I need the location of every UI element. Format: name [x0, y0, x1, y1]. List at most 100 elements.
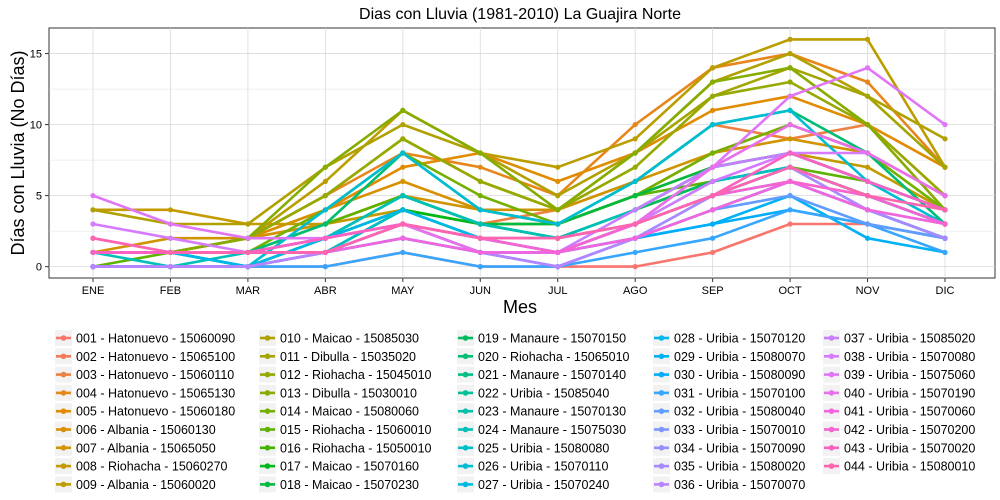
data-point [322, 207, 328, 213]
data-point [942, 207, 948, 213]
legend-item: 016 - Riohacha - 15050010 [259, 439, 432, 456]
legend-key-point [264, 481, 271, 488]
data-point [710, 193, 716, 199]
x-tick-label: ENE [82, 285, 105, 297]
legend-key-point [60, 335, 67, 341]
data-point [245, 235, 251, 241]
legend-label: 022 - Uribia - 15085040 [478, 386, 609, 400]
legend-item: 026 - Uribia - 15070110 [457, 458, 608, 475]
data-point [90, 207, 96, 213]
legend-label: 028 - Uribia - 15070120 [674, 332, 805, 346]
legend-item: 035 - Uribia - 15080020 [653, 458, 805, 475]
legend-item: 002 - Hatonuevo - 15065100 [55, 348, 235, 365]
legend-item: 039 - Uribia - 15075060 [823, 366, 975, 383]
data-point [555, 207, 561, 213]
data-point [710, 65, 716, 71]
legend-label: 009 - Albania - 15060020 [76, 478, 216, 492]
legend-label: 040 - Uribia - 15070190 [844, 386, 975, 400]
legend-item: 024 - Manaure - 15075030 [457, 421, 626, 438]
data-point [942, 121, 948, 128]
legend-label: 019 - Manaure - 15070150 [478, 332, 626, 346]
legend-item: 043 - Uribia - 15070020 [823, 439, 975, 456]
data-point [322, 221, 328, 227]
series-line [91, 52, 947, 226]
data-point [477, 235, 483, 241]
legend-item: 005 - Hatonuevo - 15060180 [55, 403, 235, 420]
legend-item: 013 - Dibulla - 15030010 [259, 384, 417, 401]
data-point [167, 207, 174, 213]
legend-key-point [60, 426, 67, 433]
x-tick-label: JUN [470, 285, 491, 297]
data-point [400, 136, 406, 142]
data-point [864, 93, 871, 99]
data-point [477, 164, 483, 170]
y-tick-label: 5 [36, 191, 42, 203]
legend-key-point [658, 463, 665, 469]
data-point [787, 136, 793, 142]
legend-label: 030 - Uribia - 15080090 [674, 368, 805, 382]
legend-key-point [658, 390, 665, 396]
data-point [632, 207, 638, 213]
data-point [864, 178, 871, 185]
legend-item: 029 - Uribia - 15080070 [653, 348, 805, 365]
x-axis-title: Mes [503, 297, 537, 317]
legend-label: 015 - Riohacha - 15060010 [280, 423, 432, 437]
legend-item: 003 - Hatonuevo - 15060110 [55, 366, 234, 383]
legend-label: 012 - Riohacha - 15045010 [280, 368, 432, 382]
data-point [787, 150, 793, 156]
data-point [477, 221, 483, 227]
data-point [400, 249, 406, 256]
legend-key-point [462, 445, 469, 451]
legend-key-point [658, 481, 665, 488]
legend-item: 021 - Manaure - 15070140 [457, 366, 626, 383]
x-tick-label: FEB [160, 285, 181, 297]
x-tick-label: SEP [702, 285, 724, 297]
data-point [632, 193, 638, 199]
legend-key-point [828, 335, 835, 341]
x-tick-label: NOV [856, 285, 881, 297]
legend-item: 042 - Uribia - 15070200 [823, 421, 975, 438]
legend-item: 018 - Maicao - 15070230 [259, 476, 419, 493]
legend-key-point [828, 371, 835, 378]
legend-label: 032 - Uribia - 15080040 [674, 405, 805, 419]
data-point [555, 264, 561, 270]
data-point [787, 121, 793, 128]
data-point [710, 121, 716, 128]
legend-label: 026 - Uribia - 15070110 [478, 460, 608, 474]
legend-key-point [264, 353, 271, 360]
data-point [787, 107, 793, 113]
x-tick-label: AGO [623, 285, 648, 297]
data-point [555, 235, 561, 241]
legend-label: 001 - Hatonuevo - 15060090 [76, 332, 235, 346]
legend-key-point [264, 445, 271, 451]
legend-item: 040 - Uribia - 15070190 [823, 384, 975, 401]
data-point [555, 249, 561, 256]
legend-item: 017 - Maicao - 15070160 [259, 458, 419, 475]
legend-key-point [462, 371, 469, 378]
legend-item: 044 - Uribia - 15080010 [823, 458, 975, 475]
data-point [632, 249, 638, 256]
data-point [710, 178, 716, 185]
data-point [400, 107, 406, 113]
legend-key-point [658, 371, 665, 378]
legend-key-point [60, 445, 67, 451]
data-point [400, 221, 406, 227]
series-10 [90, 50, 948, 227]
legend-label: 006 - Albania - 15060130 [76, 423, 216, 437]
data-point [400, 178, 406, 185]
legend-item: 004 - Hatonuevo - 15065130 [55, 384, 235, 401]
data-point [167, 249, 174, 256]
data-point [245, 264, 251, 270]
legend-label: 025 - Uribia - 15080080 [478, 441, 609, 455]
legend-label: 031 - Uribia - 15070100 [674, 386, 805, 400]
data-point [632, 150, 638, 156]
y-axis-title: Días con Lluvia (No Días) [8, 50, 28, 255]
legend-label: 011 - Dibulla - 15035020 [280, 350, 416, 364]
data-point [400, 150, 406, 156]
legend-key-point [60, 481, 67, 488]
legend-item: 027 - Uribia - 15070240 [457, 476, 609, 493]
legend-label: 036 - Uribia - 15070070 [674, 478, 805, 492]
data-point [864, 150, 871, 156]
data-point [400, 235, 406, 241]
